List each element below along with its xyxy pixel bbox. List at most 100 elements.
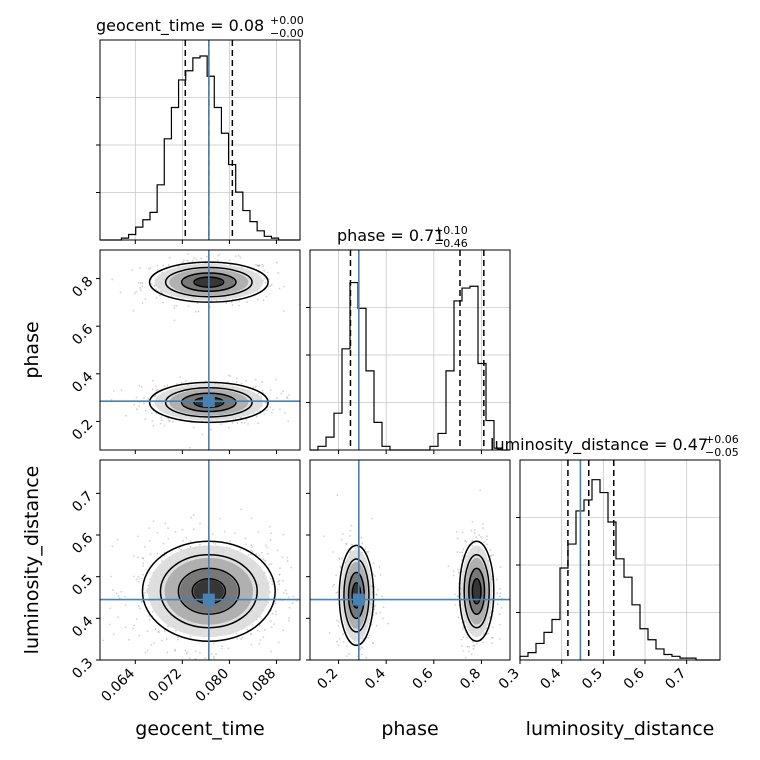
sample-point xyxy=(462,650,465,652)
sample-point xyxy=(258,264,261,267)
sample-point xyxy=(276,397,278,400)
sample-point xyxy=(486,535,488,538)
sample-point xyxy=(361,542,364,545)
sample-point xyxy=(131,269,134,272)
sample-point xyxy=(266,546,268,549)
sample-point xyxy=(140,601,143,603)
sample-point xyxy=(496,592,499,595)
sample-point xyxy=(284,412,286,414)
truth-marker xyxy=(202,395,215,408)
sample-point xyxy=(499,592,502,595)
sample-point xyxy=(265,402,268,404)
sample-point xyxy=(345,543,348,546)
sample-point xyxy=(257,298,259,301)
sample-point xyxy=(282,533,285,536)
sample-point xyxy=(482,633,485,635)
sample-point xyxy=(354,547,357,550)
sample-point xyxy=(341,662,343,664)
sample-point xyxy=(173,307,176,309)
sample-point xyxy=(163,424,166,427)
sample-point xyxy=(152,520,155,523)
sample-point xyxy=(119,291,122,294)
sample-point xyxy=(292,595,295,598)
sample-point xyxy=(182,261,184,263)
sample-point xyxy=(250,633,253,636)
hist-phase-frame xyxy=(309,249,511,451)
sample-point xyxy=(241,636,244,639)
sample-point xyxy=(228,259,231,262)
sample-point xyxy=(184,649,187,652)
density-panel-geocent_time-vs-phase: 0.2 0.4 0.6 0.8 xyxy=(69,249,301,454)
sample-point xyxy=(223,530,226,533)
sample-point xyxy=(211,533,214,535)
sample-point xyxy=(156,269,159,271)
sample-point xyxy=(252,386,255,389)
sample-point xyxy=(499,623,501,626)
sample-point xyxy=(491,642,494,645)
sample-point xyxy=(468,645,471,648)
sample-point xyxy=(156,264,159,267)
sample-point xyxy=(143,545,146,548)
sample-point xyxy=(351,543,354,546)
sample-point xyxy=(269,284,272,287)
sample-point xyxy=(270,650,272,653)
sample-point xyxy=(185,652,188,655)
sample-point xyxy=(187,305,190,308)
sample-point xyxy=(280,392,283,395)
sample-point xyxy=(278,583,281,586)
sample-point xyxy=(473,532,476,534)
truth-marker xyxy=(352,593,365,606)
sample-point xyxy=(138,405,141,408)
x-axis-label-phase: phase xyxy=(381,718,438,740)
sample-point xyxy=(375,593,378,596)
sample-point xyxy=(171,420,174,423)
sample-point xyxy=(375,612,378,615)
sample-point xyxy=(212,541,215,544)
sample-point xyxy=(155,389,158,392)
sample-point xyxy=(108,623,111,626)
sample-point xyxy=(458,572,460,574)
sample-point xyxy=(176,636,179,639)
sample-point xyxy=(270,620,273,622)
sample-point xyxy=(257,531,260,533)
sample-point xyxy=(250,643,253,646)
sample-point xyxy=(273,623,275,626)
density-contour xyxy=(468,567,486,615)
sample-point xyxy=(219,517,221,520)
sample-point xyxy=(361,637,364,640)
truth-marker xyxy=(202,593,215,606)
sample-point xyxy=(489,549,492,551)
sample-point xyxy=(275,378,278,381)
sample-point xyxy=(236,637,239,640)
sample-point xyxy=(227,374,230,377)
sample-point xyxy=(188,664,190,666)
sample-point xyxy=(144,651,147,654)
corner-labels: geocent_time phase luminosity_distance p… xyxy=(21,321,714,740)
sample-point xyxy=(290,566,293,569)
sample-point xyxy=(339,566,342,569)
sample-point xyxy=(375,624,378,627)
sample-point xyxy=(272,408,275,411)
sample-point xyxy=(166,651,169,654)
sample-point xyxy=(490,554,492,557)
sample-point xyxy=(267,285,270,288)
sample-point xyxy=(225,302,228,304)
sample-point xyxy=(112,390,115,392)
sample-point xyxy=(466,636,468,639)
sample-point xyxy=(277,580,280,583)
sample-point xyxy=(246,629,249,631)
y-axis-label-luminosity-distance: luminosity_distance xyxy=(21,466,43,655)
sample-point xyxy=(263,269,266,272)
sample-point xyxy=(262,265,265,267)
sample-point xyxy=(286,556,289,559)
sample-point xyxy=(199,543,201,546)
sample-point xyxy=(483,541,485,544)
sample-point xyxy=(148,527,151,530)
sample-point xyxy=(125,414,128,417)
sample-point xyxy=(236,422,239,424)
sample-point xyxy=(277,641,280,644)
sample-point xyxy=(155,412,158,415)
sample-point xyxy=(475,643,478,645)
sample-point xyxy=(250,549,253,552)
sample-point xyxy=(269,406,271,409)
